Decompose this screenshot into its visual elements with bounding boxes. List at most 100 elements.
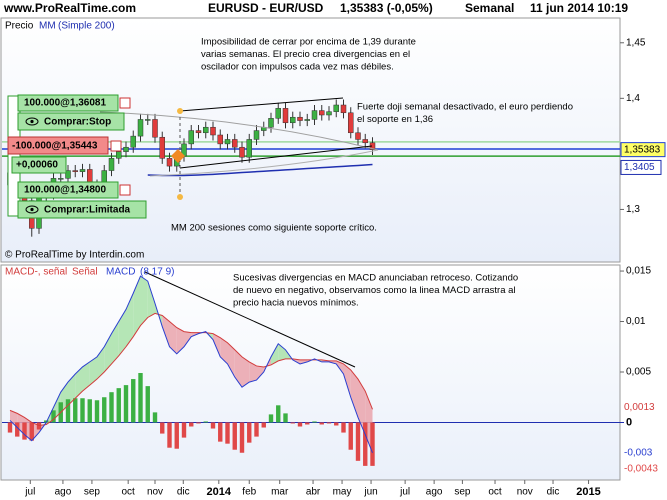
x-tick-label: ago <box>55 487 72 498</box>
histogram-bar <box>109 392 114 423</box>
candle-body <box>340 104 347 114</box>
annotation: MM 200 sesiones como siguiente soporte c… <box>171 223 377 234</box>
ma-last-label: 1,3405 <box>624 162 655 173</box>
histogram-bar <box>355 422 361 461</box>
histogram-bar <box>87 399 92 423</box>
histogram-bar <box>254 422 259 437</box>
legend-macd-params: (8 17 9) <box>140 267 174 278</box>
last-price-box <box>620 142 666 158</box>
candle-body <box>79 169 86 172</box>
annotation: oscilador con impulsos cada vez mas débi… <box>201 62 394 73</box>
y-tick-label: 0,01 <box>626 316 646 327</box>
close-button[interactable] <box>119 184 131 196</box>
trend-line <box>179 97 344 112</box>
x-tick-label: abr <box>306 487 321 498</box>
candle-body <box>355 132 361 140</box>
macd-fill <box>350 369 358 418</box>
close-button[interactable] <box>110 140 122 152</box>
x-tick-label: dic <box>177 487 190 498</box>
histogram-bar <box>232 422 237 450</box>
candle-body <box>108 158 115 171</box>
macd-fill <box>234 349 242 388</box>
histogram-bar <box>210 422 216 429</box>
x-tick-label: nov <box>517 487 533 498</box>
order-box[interactable] <box>7 136 109 155</box>
histogram-bar <box>312 421 317 423</box>
x-tick-label: sep <box>454 487 471 498</box>
eye-icon <box>25 205 39 214</box>
trend-line <box>144 271 356 368</box>
annotation: de nuevo en negativo, observamos como la… <box>233 285 516 296</box>
candle-body <box>319 110 325 116</box>
histogram-bar <box>22 422 27 440</box>
histogram-bar <box>80 398 85 423</box>
macd-fill <box>213 333 221 357</box>
histogram-bar <box>94 400 100 423</box>
histogram-bar <box>363 422 368 466</box>
x-tick-label: oct <box>488 487 502 498</box>
legend-ma: MM <box>39 21 56 32</box>
marker-dot <box>177 108 183 114</box>
histogram-bar <box>152 412 158 423</box>
candle-body <box>362 139 368 144</box>
candle-body <box>282 108 289 124</box>
histogram-bar <box>145 386 150 423</box>
x-tick-label: jul <box>399 487 410 498</box>
macd-fill <box>271 343 279 365</box>
legend-price: Precio <box>5 21 34 32</box>
candle-body <box>297 116 303 121</box>
candle-body <box>246 139 252 158</box>
x-tick-label: jun <box>363 487 377 498</box>
x-tick-label: sep <box>84 487 101 498</box>
drawn-curve <box>99 111 379 151</box>
candle-body <box>275 108 281 119</box>
macd-fill <box>184 331 192 347</box>
histogram-bar <box>167 422 172 448</box>
histogram-bar <box>305 422 310 425</box>
histogram-bar <box>65 399 71 423</box>
histogram-bar <box>334 422 339 426</box>
histogram-bar <box>283 413 288 423</box>
legend-macd: MACD <box>106 267 135 278</box>
x-tick-label: may <box>333 487 352 498</box>
candle-body <box>268 118 274 128</box>
macd-fill <box>75 366 83 399</box>
close-button[interactable] <box>119 97 131 109</box>
x-tick-label: dic <box>547 487 560 498</box>
alert-icon <box>171 149 185 163</box>
signal-last-label: 0,0013 <box>624 402 655 413</box>
histogram-bar <box>261 422 266 428</box>
histogram-bar <box>290 422 295 424</box>
candle-body <box>195 130 202 134</box>
order-box[interactable] <box>17 94 119 112</box>
candle-body <box>58 178 64 180</box>
candle-body <box>159 136 165 159</box>
order-widget[interactable]: 100.000@1,36081 Comprar:Stop -100.000@1,… <box>7 94 147 219</box>
order-box[interactable] <box>17 181 119 199</box>
legend-ma-params: (Simple 200) <box>58 21 115 32</box>
histogram-bar <box>138 373 143 423</box>
macd-fill <box>111 321 119 364</box>
histogram-bar <box>297 422 303 427</box>
y-tick-label: 0,015 <box>626 266 651 277</box>
order-kind: Comprar:Limitada <box>44 205 131 216</box>
histogram-bar <box>268 414 274 423</box>
histogram-bar <box>15 422 20 437</box>
macd-fill <box>169 321 177 354</box>
x-tick-label: 2014 <box>207 486 232 498</box>
candle-body <box>130 135 136 148</box>
series-line <box>147 163 373 177</box>
histogram-bar <box>174 422 179 449</box>
order-box[interactable] <box>17 200 147 219</box>
histogram-bar <box>123 385 129 423</box>
header-bar <box>0 0 667 17</box>
macd-fill <box>256 365 264 381</box>
order-rail <box>7 95 21 217</box>
y-tick-label: 1,3 <box>626 204 640 215</box>
candle-body <box>290 116 296 124</box>
macd-fill <box>68 374 76 406</box>
order-box[interactable] <box>17 112 125 131</box>
instrument: EURUSD - EUR/USD <box>208 1 324 15</box>
macd-fill <box>227 342 235 378</box>
macd-fill <box>242 356 250 388</box>
